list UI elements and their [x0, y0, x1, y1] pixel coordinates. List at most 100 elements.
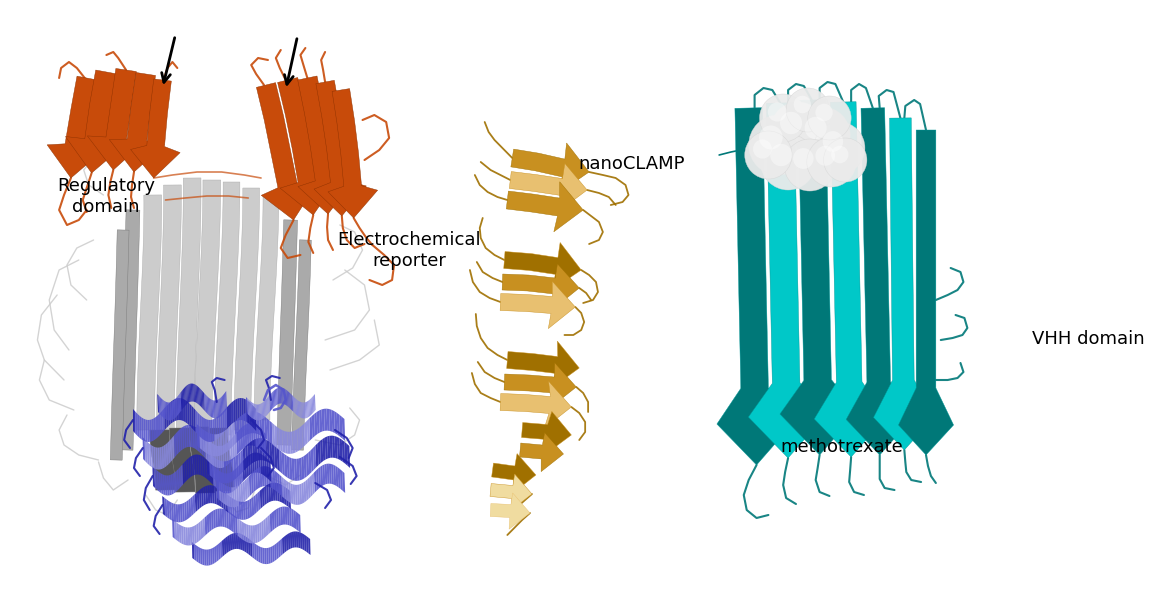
Polygon shape — [212, 547, 214, 564]
Polygon shape — [290, 532, 292, 549]
Polygon shape — [298, 458, 302, 481]
Polygon shape — [197, 428, 199, 452]
Polygon shape — [296, 399, 298, 416]
Polygon shape — [490, 493, 530, 529]
Polygon shape — [179, 398, 181, 420]
Polygon shape — [236, 431, 239, 455]
Polygon shape — [236, 454, 239, 478]
Polygon shape — [197, 424, 200, 448]
Polygon shape — [277, 483, 280, 502]
Polygon shape — [262, 466, 264, 487]
Polygon shape — [218, 446, 221, 468]
Polygon shape — [209, 428, 234, 491]
Polygon shape — [212, 485, 214, 503]
Polygon shape — [198, 547, 200, 564]
Polygon shape — [522, 412, 571, 453]
Polygon shape — [215, 400, 216, 418]
Ellipse shape — [768, 103, 786, 122]
Polygon shape — [305, 479, 309, 501]
Polygon shape — [177, 397, 178, 416]
Polygon shape — [269, 442, 273, 465]
Polygon shape — [214, 457, 218, 481]
Polygon shape — [241, 449, 243, 473]
Polygon shape — [164, 400, 165, 419]
Polygon shape — [301, 456, 304, 479]
Polygon shape — [246, 400, 248, 423]
Polygon shape — [243, 398, 246, 421]
Polygon shape — [190, 403, 192, 428]
Polygon shape — [314, 394, 316, 412]
Ellipse shape — [815, 146, 835, 166]
Polygon shape — [145, 419, 147, 442]
Polygon shape — [160, 411, 163, 435]
Ellipse shape — [807, 137, 856, 187]
Polygon shape — [188, 457, 191, 478]
Polygon shape — [242, 425, 246, 449]
Polygon shape — [278, 540, 281, 558]
Polygon shape — [344, 442, 347, 466]
Polygon shape — [239, 464, 241, 486]
Polygon shape — [157, 185, 181, 435]
Polygon shape — [275, 470, 277, 493]
Polygon shape — [206, 550, 208, 566]
Polygon shape — [285, 389, 288, 406]
Text: Regulatory
domain: Regulatory domain — [57, 177, 156, 216]
Polygon shape — [232, 422, 235, 446]
Polygon shape — [181, 398, 183, 421]
Polygon shape — [158, 413, 160, 437]
Polygon shape — [171, 400, 173, 424]
Polygon shape — [252, 404, 254, 428]
Polygon shape — [328, 436, 330, 458]
Polygon shape — [294, 397, 296, 414]
Polygon shape — [260, 454, 263, 475]
Polygon shape — [160, 473, 164, 494]
Polygon shape — [247, 412, 249, 434]
Polygon shape — [194, 544, 197, 561]
Polygon shape — [178, 394, 180, 413]
Polygon shape — [309, 416, 312, 440]
Polygon shape — [270, 393, 273, 410]
Polygon shape — [214, 467, 218, 489]
Polygon shape — [143, 437, 145, 461]
Polygon shape — [288, 391, 290, 408]
Polygon shape — [284, 454, 288, 478]
Polygon shape — [166, 475, 170, 496]
Polygon shape — [500, 281, 576, 329]
Polygon shape — [256, 412, 260, 435]
Polygon shape — [248, 454, 250, 476]
Polygon shape — [197, 490, 200, 510]
Polygon shape — [228, 460, 232, 482]
Polygon shape — [283, 486, 287, 505]
Polygon shape — [346, 444, 350, 468]
Polygon shape — [780, 100, 858, 455]
Polygon shape — [241, 482, 243, 504]
Polygon shape — [211, 463, 213, 485]
Polygon shape — [173, 472, 176, 494]
Polygon shape — [261, 430, 264, 454]
Polygon shape — [310, 398, 312, 415]
Polygon shape — [311, 448, 314, 472]
Polygon shape — [268, 547, 270, 564]
Polygon shape — [166, 404, 168, 428]
Polygon shape — [226, 536, 228, 553]
Polygon shape — [213, 400, 214, 418]
Polygon shape — [243, 447, 246, 471]
Polygon shape — [174, 471, 177, 493]
Polygon shape — [222, 410, 225, 434]
Polygon shape — [192, 406, 193, 430]
Polygon shape — [284, 535, 287, 553]
Polygon shape — [197, 386, 199, 404]
Polygon shape — [184, 387, 186, 406]
Polygon shape — [318, 441, 321, 465]
Polygon shape — [268, 395, 270, 413]
Polygon shape — [282, 430, 285, 453]
Polygon shape — [216, 478, 219, 500]
Polygon shape — [259, 453, 261, 473]
Polygon shape — [207, 485, 211, 503]
Polygon shape — [158, 395, 160, 415]
Polygon shape — [66, 70, 125, 173]
Polygon shape — [297, 484, 300, 505]
Polygon shape — [304, 535, 307, 552]
Polygon shape — [300, 401, 302, 418]
Ellipse shape — [745, 131, 792, 179]
